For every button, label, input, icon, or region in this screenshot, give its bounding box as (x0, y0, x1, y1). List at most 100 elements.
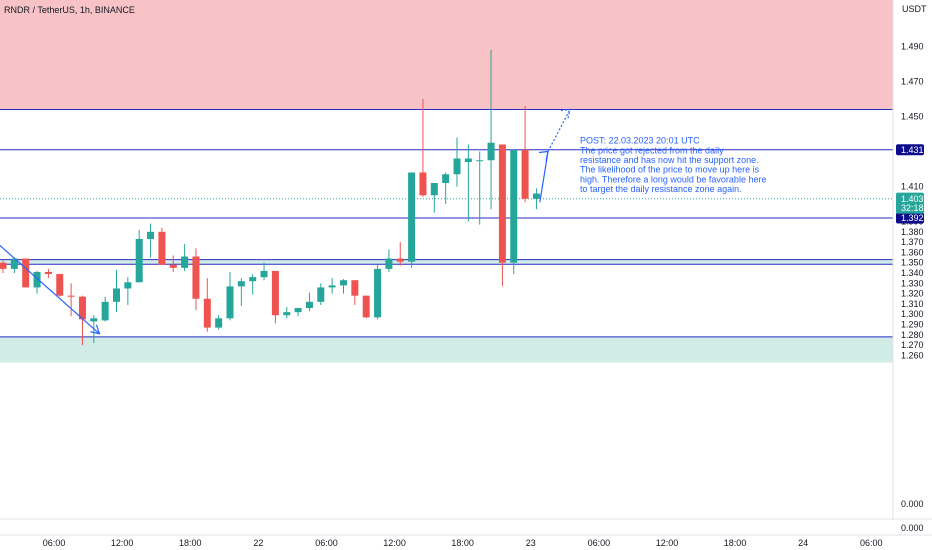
time-tick-label: 24 (798, 538, 808, 548)
candle-body (203, 298, 211, 328)
candle (33, 270, 41, 294)
candle (249, 274, 257, 295)
annotation-line: POST: 22.03.2023 20:01 UTC (580, 136, 700, 146)
candle-body (510, 149, 518, 263)
price-tick-label: 1.360 (901, 247, 924, 257)
candle (181, 244, 189, 271)
candle (226, 271, 234, 321)
candle-body (283, 312, 291, 316)
candle-body (22, 258, 30, 288)
candle-body (192, 256, 200, 299)
candle-body (181, 256, 189, 268)
candle-body (0, 262, 7, 269)
candle (101, 296, 109, 322)
chart-title: RNDR / TetherUS, 1h, BINANCE (4, 5, 135, 15)
candle-body (260, 270, 268, 278)
candle-body (226, 286, 234, 319)
candle-body (10, 258, 18, 269)
candle (158, 227, 166, 265)
price-tick-label: 1.450 (901, 112, 924, 122)
annotation-line: The price got rejected from the daily (580, 145, 724, 155)
candle-body (396, 258, 404, 262)
candle-body (442, 174, 450, 183)
candle (476, 151, 484, 225)
candle-body (90, 318, 98, 322)
tag-last-price-bg (896, 192, 924, 214)
candle (521, 106, 529, 203)
annotation-line: high. Therefore a long would be favorabl… (580, 174, 766, 184)
candle-body (408, 172, 416, 262)
candle (396, 242, 404, 266)
candle (78, 295, 86, 346)
candle-body (453, 158, 461, 175)
downtrend-arrowhead (90, 324, 101, 335)
candle-body (44, 271, 52, 275)
candle-body (487, 142, 495, 161)
price-tick-label: 1.260 (901, 350, 924, 360)
candle-body (521, 149, 529, 199)
candle (408, 172, 416, 268)
candle (283, 306, 291, 319)
candle (532, 188, 540, 210)
candle-body (294, 308, 302, 313)
candle (419, 99, 427, 197)
candle-body (101, 301, 109, 321)
candle-body (169, 264, 177, 268)
indicator-tick-label: 0.000 (901, 523, 924, 533)
time-tick-label: 06:00 (43, 538, 66, 548)
price-tick-label: 1.320 (901, 289, 924, 299)
candle (203, 278, 211, 332)
candle (0, 260, 7, 273)
candle (510, 149, 518, 275)
tag-1431-bg (896, 144, 924, 156)
candle (147, 223, 155, 258)
candle (215, 315, 223, 330)
candle-body (215, 318, 223, 328)
candle-body (532, 193, 540, 199)
candle (124, 277, 132, 305)
candle (135, 229, 143, 283)
candle (271, 270, 279, 324)
candle-body (67, 295, 75, 297)
candle-body (249, 277, 257, 282)
price-tick-label: 1.310 (901, 299, 924, 309)
candle-body (498, 144, 506, 263)
candle-body (419, 172, 427, 196)
candle (453, 137, 461, 187)
price-tick-label: 1.270 (901, 340, 924, 350)
price-tick-label: 1.380 (901, 227, 924, 237)
price-tick-label: 1.280 (901, 330, 924, 340)
candle (464, 144, 472, 222)
candle-body (33, 271, 41, 288)
candle (328, 278, 336, 294)
time-tick-label: 18:00 (724, 538, 747, 548)
candle (430, 183, 438, 213)
candle (260, 262, 268, 281)
annotation-line: The likelihood of the price to move up h… (580, 165, 760, 175)
candle (56, 274, 64, 297)
candle-body (56, 274, 64, 296)
candle-body (78, 296, 86, 320)
candle (294, 308, 302, 317)
time-tick-label: 18:00 (179, 538, 202, 548)
candle (374, 264, 382, 320)
tag-1392-bg (896, 212, 924, 224)
candle-body (430, 183, 438, 196)
time-tick-label: 22 (253, 538, 263, 548)
candle (169, 255, 177, 272)
time-tick-label: 12:00 (111, 538, 134, 548)
time-tick-label: 18:00 (451, 538, 474, 548)
tag-1392-price: 1.392 (901, 213, 924, 223)
trade-annotation: POST: 22.03.2023 20:01 UTC The price got … (580, 136, 766, 195)
candle (317, 283, 325, 305)
target-arrowhead (560, 108, 571, 119)
price-tick-label: 1.290 (901, 320, 924, 330)
indicator-tick-label: 0.000 (901, 499, 924, 509)
candle-body (158, 231, 166, 265)
candle-body (147, 231, 155, 240)
price-tick-label: 1.470 (901, 77, 924, 87)
candle-body (476, 160, 484, 162)
candle (498, 144, 506, 287)
